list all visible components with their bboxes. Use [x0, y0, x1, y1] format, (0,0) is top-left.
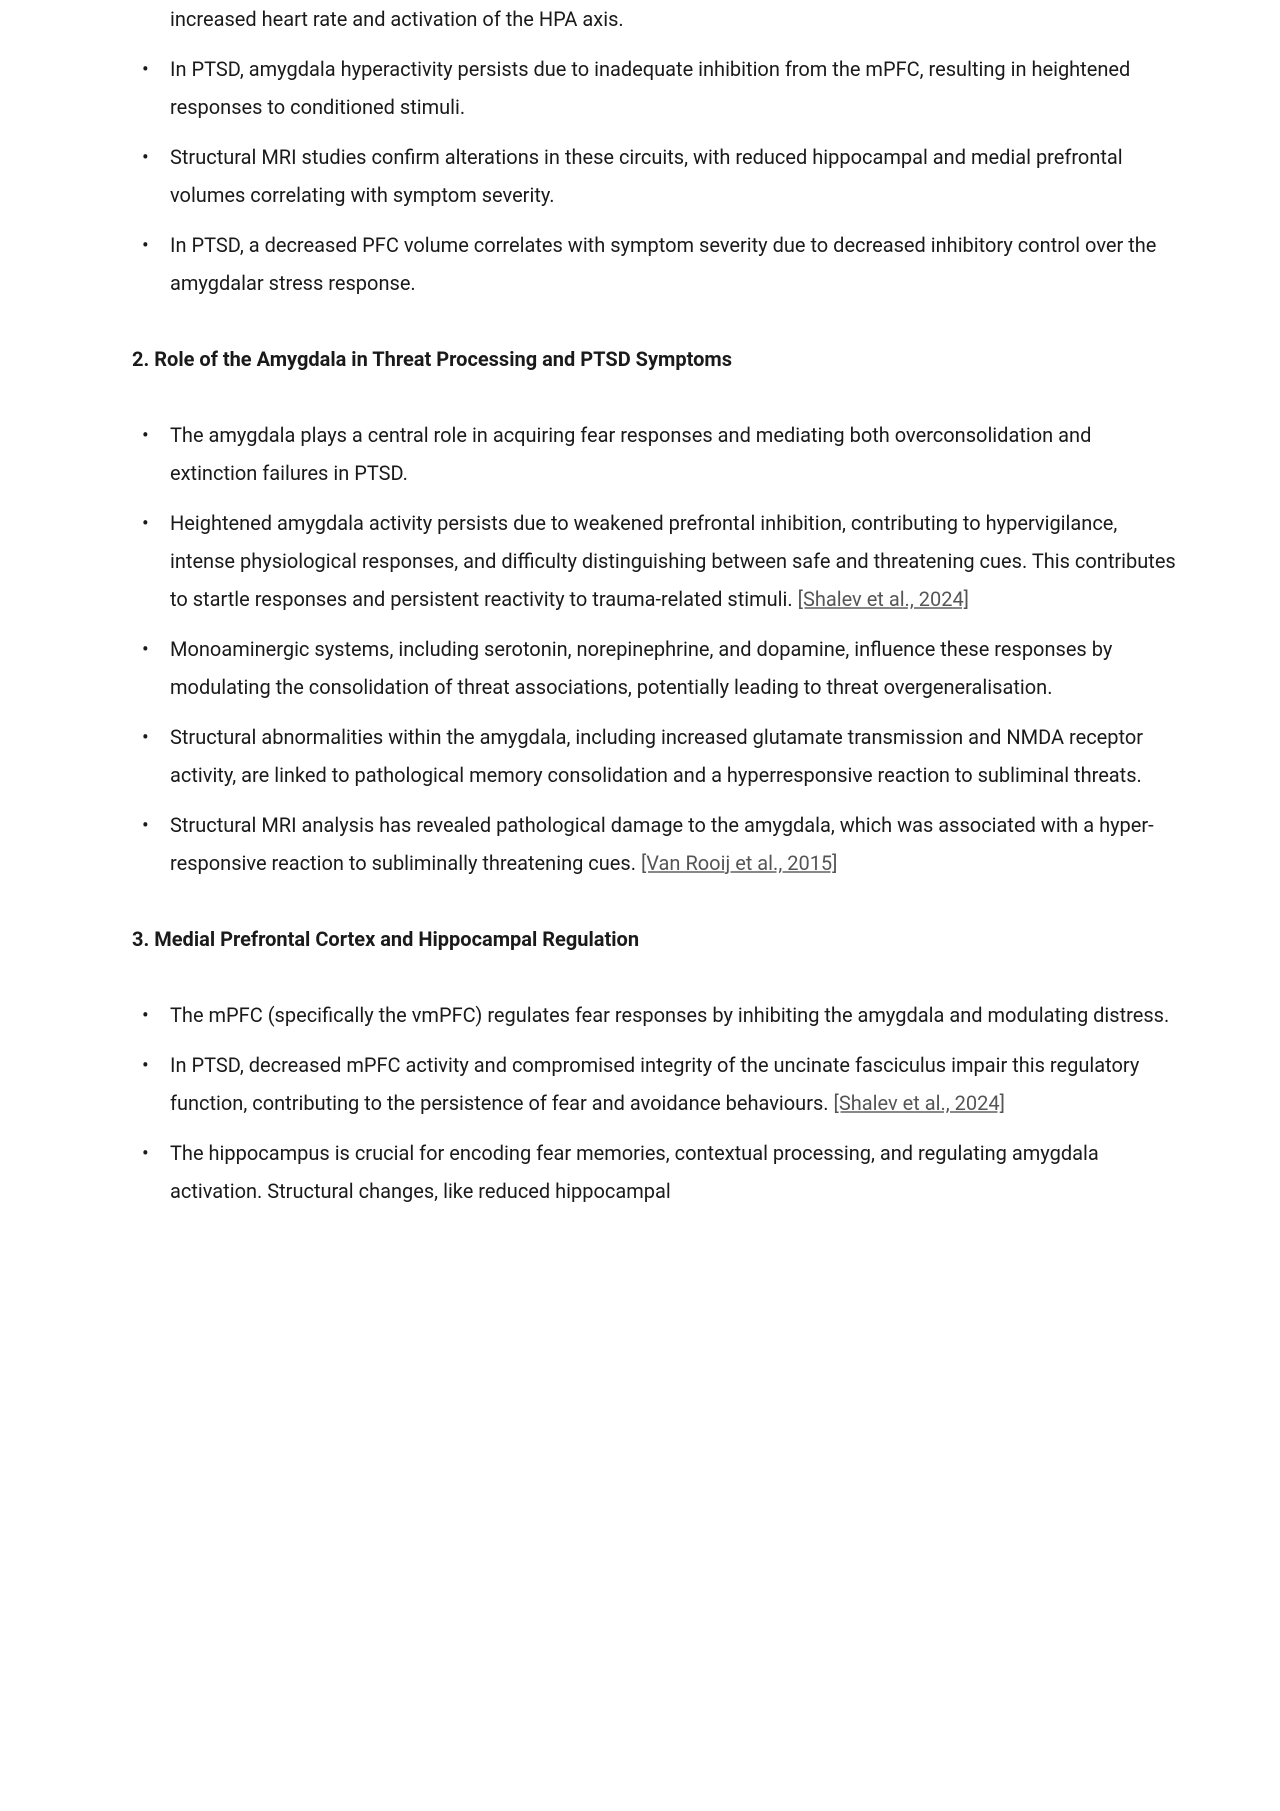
bullet-text: Heightened amygdala activity persists du…	[170, 511, 1176, 611]
continuation-text: increased heart rate and activation of t…	[100, 0, 1180, 38]
bullet-text: The hippocampus is crucial for encoding …	[170, 1141, 1099, 1203]
list-item: In PTSD, amygdala hyperactivity persists…	[170, 50, 1180, 126]
document-content: increased heart rate and activation of t…	[100, 0, 1180, 1210]
citation-link[interactable]: [Shalev et al., 2024]	[834, 1091, 1005, 1115]
bullet-text: The amygdala plays a central role in acq…	[170, 423, 1091, 485]
section1-list: In PTSD, amygdala hyperactivity persists…	[100, 50, 1180, 302]
section3-list: The mPFC (specifically the vmPFC) regula…	[100, 996, 1180, 1210]
citation-link[interactable]: [Shalev et al., 2024]	[798, 587, 969, 611]
list-item: In PTSD, a decreased PFC volume correlat…	[170, 226, 1180, 302]
section3-heading: 3. Medial Prefrontal Cortex and Hippocam…	[100, 920, 1180, 958]
list-item: In PTSD, decreased mPFC activity and com…	[170, 1046, 1180, 1122]
section2-heading: 2. Role of the Amygdala in Threat Proces…	[100, 340, 1180, 378]
list-item: The mPFC (specifically the vmPFC) regula…	[170, 996, 1180, 1034]
section2-list: The amygdala plays a central role in acq…	[100, 416, 1180, 882]
list-item: Structural MRI analysis has revealed pat…	[170, 806, 1180, 882]
bullet-text: The mPFC (specifically the vmPFC) regula…	[170, 1003, 1169, 1027]
list-item: Structural abnormalities within the amyg…	[170, 718, 1180, 794]
list-item: Heightened amygdala activity persists du…	[170, 504, 1180, 618]
bullet-text: Structural abnormalities within the amyg…	[170, 725, 1143, 787]
list-item: Monoaminergic systems, including seroton…	[170, 630, 1180, 706]
list-item: The amygdala plays a central role in acq…	[170, 416, 1180, 492]
bullet-text: Monoaminergic systems, including seroton…	[170, 637, 1112, 699]
citation-link[interactable]: [Van Rooij et al., 2015]	[641, 851, 838, 875]
list-item: The hippocampus is crucial for encoding …	[170, 1134, 1180, 1210]
list-item: Structural MRI studies confirm alteratio…	[170, 138, 1180, 214]
